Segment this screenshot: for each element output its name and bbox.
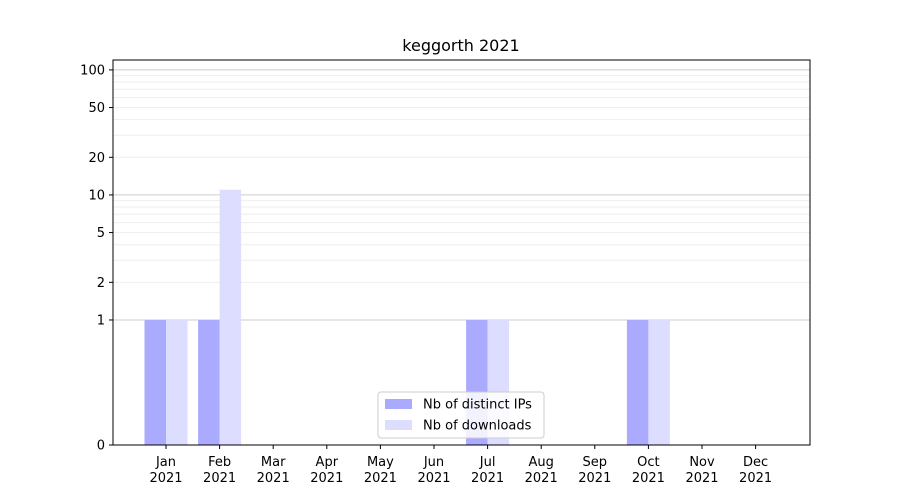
x-tick-label-month: Jul [479,455,496,470]
x-tick-label-year: 2021 [203,471,236,486]
x-tick-label-month: Mar [261,455,286,470]
y-tick-label: 10 [88,188,105,203]
grid-lines [113,69,810,321]
x-tick-label-month: Apr [316,455,339,470]
y-tick-label: 1 [97,313,105,328]
x-tick-label-month: Dec [743,455,768,470]
x-tick-label-year: 2021 [149,471,182,486]
legend-swatch [385,420,412,430]
legend-label: Nb of downloads [423,419,532,434]
x-tick-label-month: Jan [155,455,176,470]
x-tick-label-month: Feb [208,455,231,470]
x-tick-label-year: 2021 [739,471,772,486]
x-tick-label-year: 2021 [685,471,718,486]
x-tick-label-month: Oct [637,455,659,470]
x-tick-label-month: Sep [583,455,608,470]
bar-distinct-ips [144,319,166,445]
y-tick-label: 50 [88,101,105,116]
legend-box [377,391,545,439]
legend-swatch [385,399,412,409]
y-tick-label: 5 [97,226,105,241]
x-tick-label-month: Aug [529,455,554,470]
y-tick-label: 100 [80,63,105,78]
y-tick-label: 20 [88,151,105,166]
x-tick-label-year: 2021 [417,471,450,486]
y-axis: 0 1 2 5 10 20 50 100 [80,63,113,454]
y-tick-label: 0 [97,439,105,454]
plot-frame [112,59,811,446]
x-tick-label-year: 2021 [364,471,397,486]
bar-downloads [219,189,242,445]
bar-downloads [648,319,670,445]
bar-distinct-ips [626,319,649,445]
legend-label: Nb of distinct IPs [423,398,532,413]
x-tick-label-month: May [367,455,394,470]
x-tick-label-year: 2021 [257,471,290,486]
x-tick-label-year: 2021 [525,471,558,486]
bar-downloads [166,319,188,445]
x-tick-label-year: 2021 [471,471,504,486]
legend: Nb of distinct IPs Nb of downloads [377,391,545,439]
y-tick-label: 2 [97,276,105,291]
x-tick-label-month: Jun [423,455,444,470]
x-axis: Jan2021Feb2021Mar2021Apr2021May2021Jun20… [149,445,772,486]
x-tick-label-year: 2021 [310,471,343,486]
bar-distinct-ips [198,319,220,445]
x-tick-label-year: 2021 [578,471,611,486]
x-tick-label-year: 2021 [632,471,665,486]
x-tick-label-month: Nov [689,455,715,470]
chart-title: keggorth 2021 [402,36,519,55]
